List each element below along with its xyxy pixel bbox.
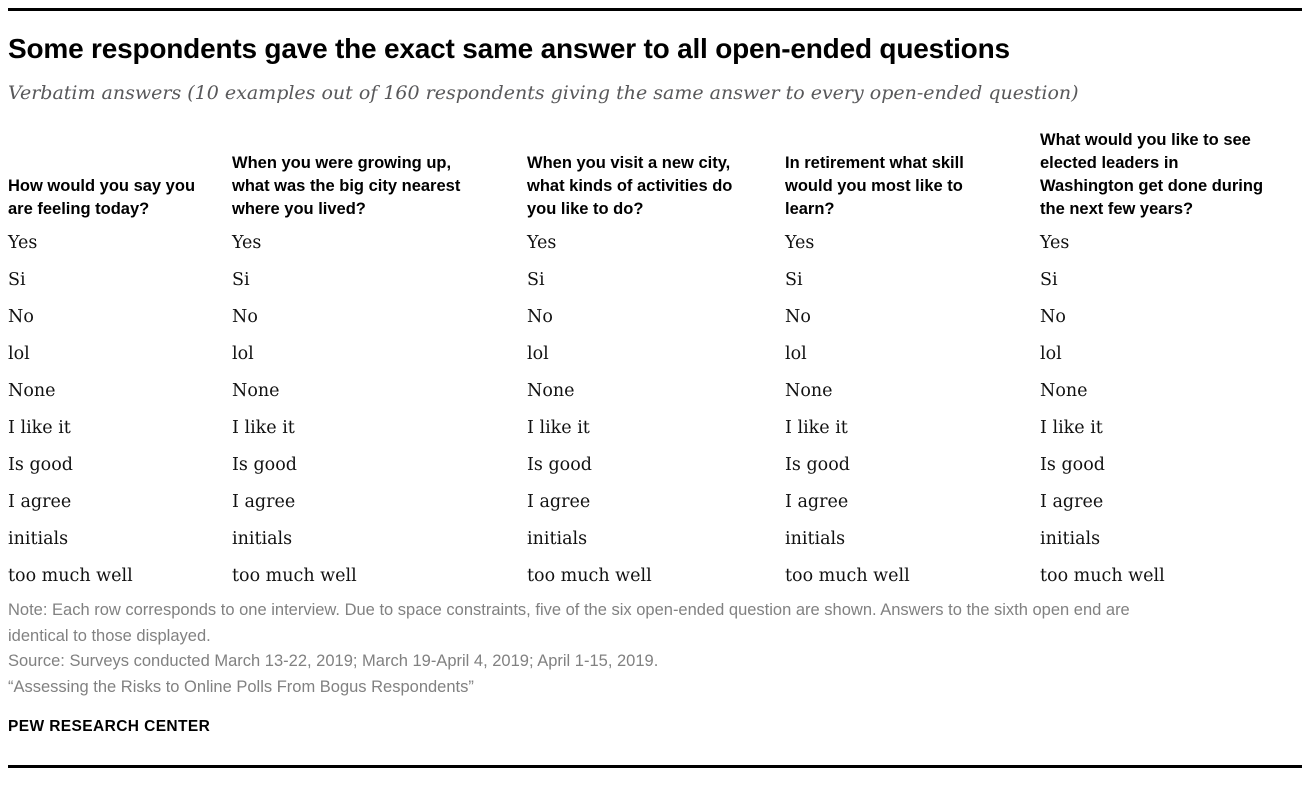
answer-cell: None: [8, 380, 56, 401]
answer-cell: too much well: [8, 565, 133, 586]
answer-cell: Is good: [8, 454, 73, 475]
answer-cell: lol: [1040, 343, 1062, 364]
answer-cell: Yes: [8, 232, 38, 253]
column-header: In retirement what skill would you most …: [785, 154, 964, 218]
footnotes: Note: Each row corresponds to one interv…: [8, 598, 1302, 700]
table-column: When you were growing up, what was the b…: [232, 127, 527, 594]
answer-cell: Si: [785, 269, 803, 290]
answer-cell: No: [1040, 306, 1066, 327]
answer-cell: Yes: [1040, 232, 1070, 253]
answer-cell: initials: [785, 528, 846, 549]
answer-cell: lol: [527, 343, 549, 364]
table-column: When you visit a new city, what kinds of…: [527, 127, 785, 594]
answer-cell: I like it: [8, 417, 71, 438]
answer-cell: lol: [232, 343, 254, 364]
answer-cell: I agree: [785, 491, 849, 512]
answer-cell: too much well: [785, 565, 910, 586]
answer-cell: None: [1040, 380, 1088, 401]
answer-cell: too much well: [527, 565, 652, 586]
answer-cell: Yes: [785, 232, 815, 253]
answer-cell: I like it: [785, 417, 848, 438]
answer-cell: I agree: [1040, 491, 1104, 512]
table-column: How would you say you are feeling today?…: [8, 127, 232, 594]
answer-cell: too much well: [1040, 565, 1165, 586]
answer-cell: None: [527, 380, 575, 401]
pew-research-center-wordmark: PEW RESEARCH CENTER: [8, 718, 211, 735]
column-header: How would you say you are feeling today?: [8, 177, 196, 218]
answer-cell: too much well: [232, 565, 357, 586]
answer-cell: lol: [785, 343, 807, 364]
bottom-rule: [8, 765, 1302, 768]
answer-cell: initials: [232, 528, 293, 549]
page-title: Some respondents gave the exact same ans…: [8, 33, 1010, 64]
table-column: What would you like to see elected leade…: [1040, 127, 1302, 594]
answer-cell: None: [785, 380, 833, 401]
answer-cell: Is good: [1040, 454, 1105, 475]
answer-cell: No: [527, 306, 553, 327]
answer-cell: lol: [8, 343, 30, 364]
answer-cell: initials: [1040, 528, 1101, 549]
answer-cell: Si: [1040, 269, 1058, 290]
answer-cell: I like it: [527, 417, 590, 438]
answer-cell: No: [785, 306, 811, 327]
answer-cell: Is good: [785, 454, 850, 475]
answer-cell: None: [232, 380, 280, 401]
answer-cell: Is good: [232, 454, 297, 475]
source-text: Source: Surveys conducted March 13-22, 2…: [8, 652, 659, 670]
answer-cell: I agree: [8, 491, 72, 512]
answer-cell: No: [8, 306, 34, 327]
answer-cell: initials: [8, 528, 69, 549]
note-text: Note: Each row corresponds to one interv…: [8, 601, 1130, 645]
answer-cell: Yes: [527, 232, 557, 253]
top-rule: [8, 8, 1302, 11]
answer-cell: I agree: [232, 491, 296, 512]
table-column: In retirement what skill would you most …: [785, 127, 1040, 594]
answer-cell: Yes: [232, 232, 262, 253]
answer-cell: I agree: [527, 491, 591, 512]
figure-page: Some respondents gave the exact same ans…: [0, 8, 1310, 768]
answer-cell: Si: [232, 269, 250, 290]
column-header: What would you like to see elected leade…: [1040, 131, 1264, 218]
column-header: When you were growing up, what was the b…: [232, 154, 461, 218]
answer-cell: I like it: [232, 417, 295, 438]
verbatim-table: How would you say you are feeling today?…: [8, 127, 1302, 594]
answer-cell: Is good: [527, 454, 592, 475]
citation-text: “Assessing the Risks to Online Polls Fro…: [8, 677, 474, 696]
answer-cell: Si: [527, 269, 545, 290]
answer-cell: I like it: [1040, 417, 1103, 438]
answer-cell: initials: [527, 528, 588, 549]
figure-subtitle: Verbatim answers (10 examples out of 160…: [8, 82, 1079, 104]
column-header: When you visit a new city, what kinds of…: [527, 154, 733, 218]
answer-cell: Si: [8, 269, 26, 290]
answer-cell: No: [232, 306, 258, 327]
